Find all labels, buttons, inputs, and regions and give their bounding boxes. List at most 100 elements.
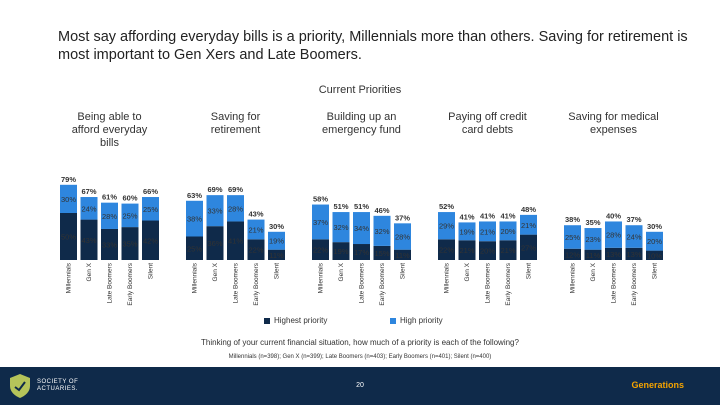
bar-high-0-1 — [80, 197, 98, 220]
label-total-1-0: 63% — [187, 191, 202, 200]
label-highest-0-3: 35% — [122, 240, 137, 249]
bar-highest-1-1 — [206, 226, 224, 260]
category-label-2-3: Early Boomers — [379, 262, 386, 305]
label-high-4-3: 24% — [626, 233, 641, 242]
legend-highest: Highest priority — [264, 316, 327, 325]
category-label-0-1: Gen X — [86, 262, 93, 281]
page-number: 20 — [356, 382, 364, 389]
category-label-1-3: Early Boomers — [253, 262, 260, 305]
label-highest-4-4: 10% — [647, 251, 662, 260]
label-total-3-0: 52% — [439, 202, 454, 211]
label-highest-0-4: 42% — [143, 236, 158, 245]
category-label-3-0: Millennials — [444, 262, 451, 293]
bar-high-4-1 — [584, 228, 602, 250]
group-title-1-line-0: Saving for — [211, 111, 261, 123]
survey-question: Thinking of your current financial situa… — [201, 338, 519, 347]
category-label-0-3: Early Boomers — [127, 262, 134, 305]
label-total-0-0: 79% — [61, 175, 76, 184]
label-high-3-4: 21% — [521, 221, 536, 230]
bar-high-0-0 — [60, 184, 77, 213]
label-total-0-2: 61% — [102, 193, 117, 202]
group-title-4-line-0: Saving for medical — [568, 111, 659, 123]
label-total-1-2: 69% — [228, 185, 243, 194]
category-label-2-2: Late Boomers — [359, 262, 366, 303]
label-total-3-2: 41% — [480, 211, 495, 220]
category-label-4-4: Silent — [652, 263, 659, 279]
label-highest-0-0: 50% — [61, 233, 76, 242]
bar-highest-0-2 — [101, 228, 118, 260]
bar-high-0-2 — [101, 202, 118, 229]
label-high-1-3: 21% — [248, 225, 263, 234]
label-highest-3-2: 20% — [480, 247, 495, 256]
label-total-4-1: 35% — [585, 218, 600, 227]
label-highest-3-3: 21% — [500, 246, 515, 255]
category-label-1-0: Millennials — [192, 262, 199, 293]
label-total-4-3: 37% — [626, 215, 641, 224]
bar-highest-2-3 — [373, 245, 391, 260]
label-highest-2-4: 11% — [395, 251, 410, 260]
legend-label-high: High priority — [400, 316, 443, 325]
label-high-1-2: 28% — [228, 204, 243, 213]
label-total-4-2: 40% — [606, 211, 621, 220]
bar-highest-4-4 — [646, 250, 663, 260]
label-highest-4-1: 11% — [586, 251, 601, 260]
label-high-3-2: 21% — [480, 227, 495, 236]
bar-highest-0-4 — [142, 220, 159, 260]
bar-highest-3-1 — [458, 240, 476, 260]
label-highest-4-0: 12% — [565, 250, 580, 259]
label-high-0-1: 24% — [81, 204, 96, 213]
label-highest-2-0: 22% — [313, 246, 328, 255]
soa-logo: SOCIETY OF ACTUARIES. — [8, 373, 78, 399]
bar-highest-2-1 — [332, 242, 350, 260]
chart-subtitle: Current Priorities — [318, 84, 402, 96]
legend-label-highest: Highest priority — [274, 316, 328, 325]
label-highest-1-3: 22% — [248, 246, 263, 255]
bar-highest-3-2 — [479, 241, 496, 260]
bar-highest-3-0 — [438, 239, 455, 260]
bar-highest-1-0 — [186, 236, 203, 260]
label-highest-2-1: 19% — [333, 247, 348, 256]
label-high-4-4: 20% — [647, 237, 662, 246]
label-high-1-0: 38% — [187, 215, 202, 224]
label-highest-2-2: 17% — [354, 248, 369, 257]
bar-high-3-0 — [438, 212, 455, 240]
label-total-4-4: 30% — [647, 222, 662, 231]
label-high-0-4: 25% — [143, 205, 158, 214]
label-highest-1-2: 41% — [228, 237, 243, 246]
bar-highest-2-2 — [353, 244, 370, 260]
label-highest-4-3: 13% — [626, 250, 641, 259]
bar-high-3-3 — [499, 221, 517, 241]
category-label-1-4: Silent — [274, 263, 281, 279]
sample-sizes: Millennials (n=398); Gen X (n=399); Late… — [228, 354, 492, 360]
bar-high-1-2 — [227, 195, 244, 222]
label-highest-4-2: 13% — [606, 250, 621, 259]
category-label-3-1: Gen X — [464, 262, 471, 281]
bar-highest-2-4 — [394, 249, 411, 260]
bar-high-1-0 — [186, 200, 203, 237]
label-total-2-0: 58% — [313, 195, 328, 204]
label-high-3-0: 29% — [439, 222, 454, 231]
bar-highest-4-0 — [564, 248, 581, 260]
slide-title: Most say affording everyday bills is a p… — [58, 29, 688, 63]
logo-line2: ACTUARIES. — [37, 386, 79, 392]
bar-high-2-1 — [332, 212, 350, 243]
group-title-1-line-1: retirement — [211, 124, 261, 136]
label-high-2-2: 34% — [354, 224, 369, 233]
label-high-2-4: 28% — [395, 233, 410, 242]
label-high-2-3: 32% — [374, 227, 389, 236]
label-high-1-4: 19% — [269, 237, 284, 246]
label-total-0-4: 66% — [143, 187, 158, 196]
label-high-4-0: 25% — [565, 233, 580, 242]
label-total-2-4: 37% — [395, 213, 410, 222]
label-total-1-4: 30% — [269, 222, 284, 231]
label-highest-0-2: 33% — [102, 240, 117, 249]
label-total-3-3: 41% — [500, 211, 515, 220]
group-title-3-line-0: Paying off credit — [448, 111, 527, 123]
bar-highest-4-1 — [584, 249, 602, 260]
category-label-0-2: Late Boomers — [107, 262, 114, 303]
bar-highest-3-3 — [499, 240, 517, 260]
legend-swatch-highest — [264, 317, 270, 324]
bar-high-0-4 — [142, 197, 159, 221]
bar-high-2-3 — [373, 215, 391, 246]
label-highest-1-1: 36% — [207, 239, 222, 248]
